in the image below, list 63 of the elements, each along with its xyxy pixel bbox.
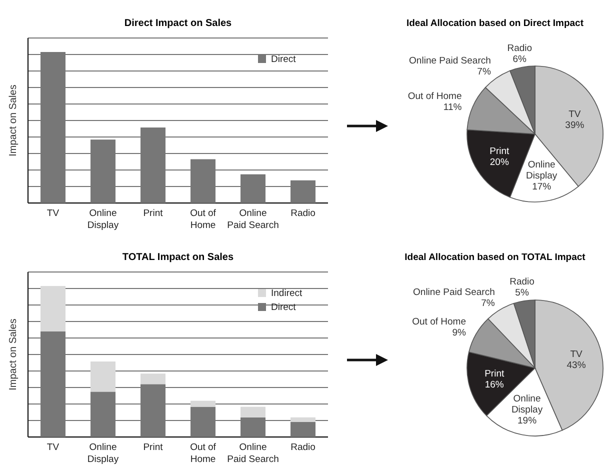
data-label: 9% bbox=[452, 328, 467, 338]
data-label: 7% bbox=[481, 298, 496, 310]
bar bbox=[90, 392, 116, 437]
slice-label: Radio bbox=[510, 276, 534, 288]
bar bbox=[90, 140, 116, 203]
bar bbox=[140, 128, 166, 203]
legend-label: Direct bbox=[271, 54, 296, 65]
bar bbox=[190, 400, 216, 407]
slice-label: TV bbox=[570, 348, 583, 360]
x-tick-label: Out of Home bbox=[190, 442, 216, 465]
bar bbox=[140, 384, 166, 437]
bar bbox=[40, 331, 66, 437]
legend-label: Indirect bbox=[271, 288, 303, 299]
slice-label: Online Display bbox=[526, 160, 558, 182]
bar bbox=[190, 159, 216, 203]
y-axis-title: Impact on Sales bbox=[8, 84, 19, 156]
x-tick-label: Online Display bbox=[87, 442, 119, 465]
data-label: 19% bbox=[518, 415, 538, 426]
bar bbox=[290, 180, 316, 203]
data-label: 20% bbox=[490, 157, 510, 168]
data-label: 7% bbox=[477, 66, 492, 78]
x-tick-label: Radio bbox=[290, 442, 316, 453]
chart-title: Direct Impact on Sales bbox=[124, 18, 232, 29]
slice-label: Print bbox=[490, 146, 510, 158]
x-tick-label: Online Paid Search bbox=[227, 442, 279, 465]
bar bbox=[240, 174, 266, 203]
bar bbox=[140, 374, 166, 384]
x-tick-label: Out of Home bbox=[190, 208, 216, 231]
x-tick-label: TV bbox=[46, 208, 60, 219]
slice-label: TV bbox=[568, 109, 582, 120]
x-tick-label: Online Display bbox=[87, 208, 119, 231]
bar bbox=[290, 422, 316, 437]
chart-title: Ideal Allocation based on TOTAL Impact bbox=[404, 252, 586, 263]
slice-label: Online Paid Search bbox=[409, 56, 491, 67]
x-tick-label: Print bbox=[143, 442, 164, 453]
bar bbox=[40, 286, 66, 332]
x-tick-label: TV bbox=[46, 442, 60, 453]
slice-label: Print bbox=[484, 368, 504, 380]
data-label: 39% bbox=[565, 120, 585, 132]
slice-label: Online Display bbox=[511, 393, 543, 416]
bar bbox=[240, 417, 266, 437]
bar bbox=[240, 406, 266, 418]
slice-label: Radio bbox=[507, 42, 532, 54]
chart-title: TOTAL Impact on Sales bbox=[122, 252, 234, 263]
chart-title: Ideal Allocation based on Direct Impact bbox=[406, 18, 584, 29]
data-label: 11% bbox=[443, 102, 462, 113]
x-tick-label: Radio bbox=[290, 208, 316, 219]
data-label: 17% bbox=[532, 182, 552, 193]
data-label: 6% bbox=[512, 54, 528, 65]
slice-label: Online Paid Search bbox=[413, 287, 495, 298]
bar bbox=[40, 52, 66, 203]
data-label: 5% bbox=[515, 288, 530, 299]
legend-label: Direct bbox=[271, 302, 296, 313]
slice-label: Out of Home bbox=[412, 316, 466, 328]
bar bbox=[290, 417, 316, 422]
y-axis-title: Impact on Sales bbox=[8, 318, 19, 390]
data-label: 43% bbox=[566, 360, 586, 371]
x-tick-label: Online Paid Search bbox=[227, 208, 279, 231]
x-tick-label: Print bbox=[143, 208, 164, 219]
data-label: 16% bbox=[484, 380, 504, 391]
bar bbox=[90, 362, 116, 392]
bar bbox=[190, 406, 216, 437]
slice-label: Out of Home bbox=[408, 90, 462, 102]
